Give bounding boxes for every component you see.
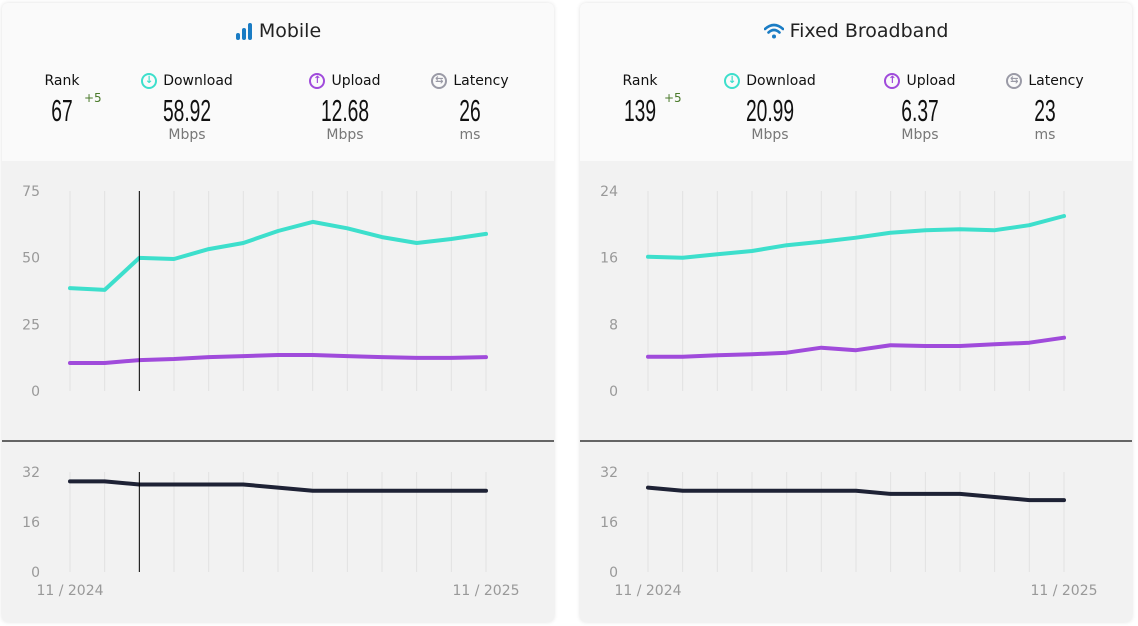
- rank-label: Rank: [44, 73, 80, 89]
- summary-header: Mobile Rank 67 +5 ↓ Download 58.92 Mbps ↑…: [2, 3, 554, 161]
- upload-stat: ↑ Upload 6.37 Mbps: [850, 71, 990, 143]
- upload-value: 6.37: [901, 93, 939, 128]
- chart[interactable]: 0 8 16 24 0 16 32 11 / 2024 11 / 2025: [580, 3, 1132, 622]
- download-unit: Mbps: [168, 127, 206, 143]
- speed-ytick-label: 24: [600, 184, 618, 200]
- latency-stat: ⇆ Latency 23 ms: [975, 71, 1115, 143]
- upload-unit: Mbps: [326, 127, 364, 143]
- speed-ytick-label: 75: [22, 184, 40, 200]
- upload-icon: ↑: [884, 73, 901, 89]
- upload-series-line: [646, 335, 1066, 359]
- upload-label: Upload: [906, 73, 956, 89]
- download-icon: ↓: [141, 73, 158, 89]
- wifi-icon: [763, 23, 784, 39]
- download-value: 58.92: [162, 93, 212, 128]
- download-icon: ↓: [724, 73, 741, 89]
- rank-delta: +5: [84, 91, 102, 105]
- panel-title: Fixed Broadband: [580, 20, 1132, 42]
- upload-label: Upload: [331, 73, 381, 89]
- speed-ytick-label: 8: [609, 317, 618, 333]
- download-unit: Mbps: [751, 127, 789, 143]
- latency-value: 23: [1034, 93, 1056, 128]
- speed-ytick-label: 16: [600, 251, 618, 267]
- latency-stat: ⇆ Latency 26 ms: [400, 71, 540, 143]
- rank-value: 67: [51, 93, 73, 128]
- latency-ytick-label: 0: [609, 565, 618, 581]
- upload-icon: ↑: [309, 73, 326, 89]
- latency-icon: ⇆: [1006, 73, 1023, 89]
- speed-ytick-label: 50: [22, 251, 40, 267]
- x-start-label: 11 / 2024: [614, 583, 681, 599]
- upload-unit: Mbps: [901, 127, 939, 143]
- speed-ytick-label: 25: [22, 317, 40, 333]
- speed-ytick-label: 0: [31, 384, 40, 400]
- latency-ytick-label: 32: [22, 465, 40, 481]
- x-end-label: 11 / 2025: [452, 583, 519, 599]
- panel-title-text: Mobile: [258, 20, 322, 42]
- x-start-label: 11 / 2024: [36, 583, 103, 599]
- latency-unit: ms: [459, 127, 481, 143]
- rank-stat: Rank 139: [580, 71, 710, 127]
- latency-ytick-label: 0: [31, 565, 40, 581]
- speed-ytick-label: 0: [609, 384, 618, 400]
- download-label: Download: [163, 73, 233, 89]
- latency-label: Latency: [1028, 73, 1084, 89]
- latency-label: Latency: [453, 73, 509, 89]
- panel-mobile: Mobile Rank 67 +5 ↓ Download 58.92 Mbps ↑…: [2, 3, 554, 622]
- download-series-line: [646, 214, 1066, 260]
- rank-label: Rank: [622, 73, 658, 89]
- rank-stat: Rank 67: [2, 71, 132, 127]
- latency-series-line: [646, 485, 1066, 503]
- latency-ytick-label: 32: [600, 465, 618, 481]
- download-label: Download: [746, 73, 816, 89]
- download-stat: ↓ Download 20.99 Mbps: [700, 71, 840, 143]
- signal-bars-icon: [235, 22, 253, 40]
- x-end-label: 11 / 2025: [1030, 583, 1097, 599]
- latency-value: 26: [459, 93, 481, 128]
- latency-unit: ms: [1034, 127, 1056, 143]
- rank-value: 139: [623, 93, 657, 128]
- summary-header: Fixed Broadband Rank 139 +5 ↓ Download 20…: [580, 3, 1132, 161]
- upload-value: 12.68: [320, 93, 370, 128]
- latency-icon: ⇆: [431, 73, 448, 89]
- panel-fixed-broadband: Fixed Broadband Rank 139 +5 ↓ Download 20…: [580, 3, 1132, 622]
- latency-ytick-label: 16: [600, 515, 618, 531]
- download-value: 20.99: [745, 93, 795, 128]
- latency-ytick-label: 16: [22, 515, 40, 531]
- download-stat: ↓ Download 58.92 Mbps: [117, 71, 257, 143]
- chart[interactable]: 0 25 50 75 0 16 32 11 / 2024 11 / 2025: [2, 3, 554, 622]
- panel-title-text: Fixed Broadband: [789, 20, 949, 42]
- upload-stat: ↑ Upload 12.68 Mbps: [275, 71, 415, 143]
- rank-delta: +5: [664, 91, 682, 105]
- panel-title: Mobile: [2, 20, 554, 42]
